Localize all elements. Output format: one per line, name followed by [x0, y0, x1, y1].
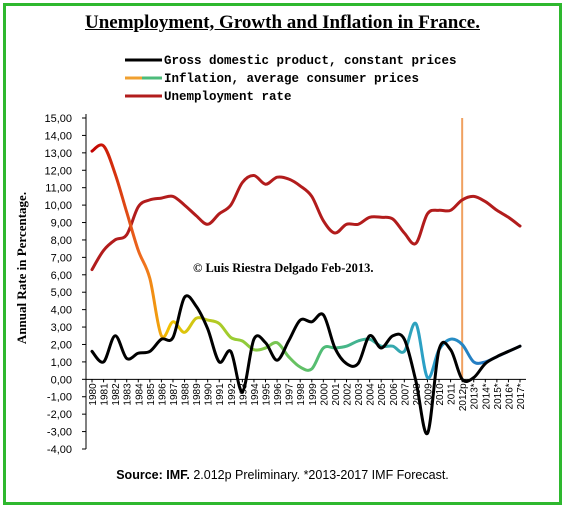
y-tick-label: 7,00 [51, 252, 72, 264]
x-tick-label: 1982 [111, 383, 122, 406]
y-axis-label: Annual Rate in Percentage. [14, 192, 29, 344]
x-tick-label: 1996 [273, 383, 284, 406]
y-tick-label: -1,00 [47, 392, 72, 404]
x-tick-label: 1985 [146, 383, 157, 406]
x-tick-label: 2006 [389, 383, 400, 406]
x-tick-label: 2015* [493, 383, 504, 409]
x-tick-label: 2004 [366, 383, 377, 406]
chart-frame [3, 3, 562, 505]
y-tick-label: 9,00 [51, 218, 72, 230]
x-tick-label: 1992 [227, 383, 238, 406]
axis-lines [85, 114, 526, 449]
x-axis: 1980 1981 1982 1983 1984 1985 1986 1987 1988 1989… [88, 379, 527, 411]
x-tick-label: 2003 [354, 383, 365, 406]
x-tick-label: 1984 [134, 383, 145, 406]
x-tick-label: 2002 [342, 383, 353, 406]
x-tick-label: 1990 [204, 383, 215, 406]
x-tick-label: 1991 [215, 383, 226, 406]
legend-label-gdp: Gross domestic product, constant prices [164, 54, 457, 68]
source-note: Source: IMF. 2.012p Preliminary. *2013-2… [0, 468, 565, 482]
series-layer [90, 143, 522, 435]
chart-title: Unemployment, Growth and Inflation in Fr… [85, 12, 480, 33]
y-tick-label: 10,00 [44, 200, 72, 212]
x-tick-label: 1980 [88, 383, 99, 406]
x-tick-label: 2016* [504, 383, 515, 409]
y-tick-label: -2,00 [47, 409, 72, 421]
x-tick-label: 1981 [100, 383, 111, 406]
y-tick-label: 12,00 [44, 165, 72, 177]
x-tick-label: 2010 [435, 383, 446, 406]
y-tick-label: 3,00 [51, 322, 72, 334]
y-tick-label: 8,00 [51, 235, 72, 247]
y-tick-label: 15,00 [44, 113, 72, 125]
y-tick-label: 11,00 [45, 183, 72, 195]
inflation-line [90, 143, 522, 380]
y-tick-label: 2,00 [51, 339, 72, 351]
y-axis: 15,00 14,00 13,00 12,00 11,00 10,00 9,00 8,00 7,… [44, 113, 86, 456]
y-tick-label: 0,00 [51, 374, 72, 386]
x-tick-label: 1994 [250, 383, 261, 406]
legend: Gross domestic product, constant prices … [125, 54, 457, 104]
x-tick-label: 1997 [285, 383, 296, 406]
legend-label-unemployment: Unemployment rate [164, 90, 292, 104]
gdp-line [90, 294, 522, 435]
y-tick-label: 1,00 [51, 357, 72, 369]
x-tick-label: 2001 [331, 383, 342, 406]
y-tick-label: -4,00 [47, 444, 72, 456]
x-tick-label: 2013* [470, 383, 481, 409]
x-tick-label: 1989 [192, 383, 203, 406]
y-tick-label: -3,00 [47, 427, 72, 439]
legend-label-inflation: Inflation, average consumer prices [164, 72, 419, 86]
copyright-note: © Luis Riestra Delgado Feb-2013. [193, 261, 374, 275]
x-tick-label: 1999 [308, 383, 319, 406]
x-tick-label: 2014* [481, 383, 492, 409]
x-tick-label: 1993 [238, 383, 249, 406]
y-tick-label: 4,00 [51, 305, 72, 317]
x-tick-label: 1998 [296, 383, 307, 406]
x-tick-label: 1988 [181, 383, 192, 406]
x-tick-label: 1983 [123, 383, 134, 406]
y-tick-label: 13,00 [44, 148, 72, 160]
x-tick-label: 2000 [319, 383, 330, 406]
y-tick-label: 5,00 [51, 287, 72, 299]
x-tick-label: 2017* [516, 383, 527, 409]
source-text: 2.012p Preliminary. *2013-2017 IMF Forec… [193, 468, 449, 482]
source-label: Source: IMF. [116, 468, 190, 482]
y-tick-label: 14,00 [44, 130, 72, 142]
x-tick-label: 1986 [157, 383, 168, 406]
y-tick-label: 6,00 [51, 270, 72, 282]
unemployment-line [90, 173, 522, 272]
x-tick-label: 1995 [262, 383, 273, 406]
x-tick-label: 2005 [377, 383, 388, 406]
x-tick-label: 2009 [423, 383, 434, 406]
x-tick-label: 2007 [400, 383, 411, 406]
x-tick-label: 2011 [447, 383, 458, 405]
x-tick-label: 1987 [169, 383, 180, 406]
x-tick-label: 2012p [458, 383, 469, 411]
